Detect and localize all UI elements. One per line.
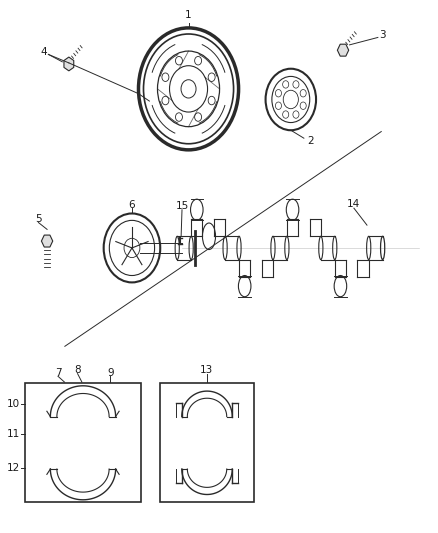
Circle shape <box>194 56 201 65</box>
Text: 1: 1 <box>185 10 192 20</box>
Bar <box>160 383 254 503</box>
Circle shape <box>283 111 289 118</box>
Circle shape <box>208 73 215 82</box>
Text: 12: 12 <box>7 463 20 473</box>
Text: 11: 11 <box>7 429 20 439</box>
Text: 7: 7 <box>55 368 61 377</box>
Circle shape <box>293 111 299 118</box>
Bar <box>25 383 141 503</box>
Circle shape <box>300 102 306 109</box>
Circle shape <box>276 90 282 97</box>
Circle shape <box>293 80 299 88</box>
Text: 5: 5 <box>35 214 42 224</box>
Circle shape <box>162 73 169 82</box>
Text: 3: 3 <box>379 30 385 41</box>
Circle shape <box>176 56 183 65</box>
Text: 13: 13 <box>200 365 213 375</box>
Circle shape <box>283 80 289 88</box>
Text: 15: 15 <box>175 201 189 211</box>
Circle shape <box>300 90 306 97</box>
Text: 6: 6 <box>129 200 135 210</box>
Text: 4: 4 <box>41 47 47 57</box>
Text: 14: 14 <box>347 199 360 209</box>
Circle shape <box>276 102 282 109</box>
Circle shape <box>194 113 201 122</box>
Text: 2: 2 <box>307 136 314 146</box>
Text: 10: 10 <box>7 399 20 409</box>
Text: 9: 9 <box>107 368 113 377</box>
Circle shape <box>176 113 183 122</box>
Circle shape <box>208 96 215 105</box>
Circle shape <box>162 96 169 105</box>
Text: 8: 8 <box>74 365 81 375</box>
